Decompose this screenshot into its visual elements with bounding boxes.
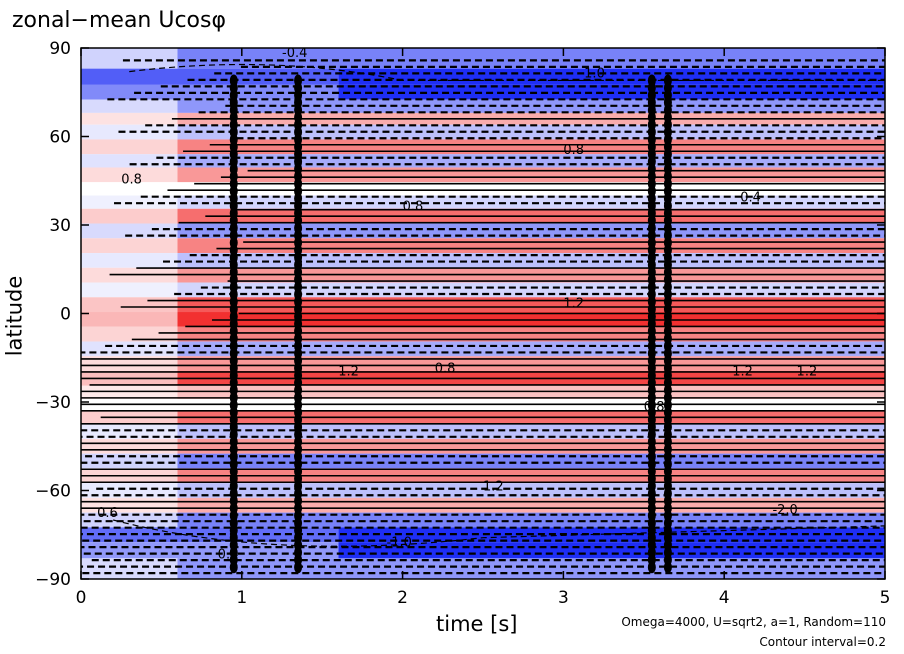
latitude-band-early [81,167,178,183]
latitude-band [177,182,885,196]
latitude-band-early [81,208,178,224]
axes: 0 1 2 3 4 5 90 60 30 0 −30 −60 −90 [35,39,890,608]
latitude-band-early [81,282,178,298]
latitude-band-early [81,356,178,372]
x-tick-label: 0 [76,588,87,608]
latitude-band [177,385,885,400]
latitude-band-early [81,297,178,313]
x-tick-label: 5 [880,588,891,608]
contour-label: -0.4 [282,46,307,61]
contour-labels: -0.4 -1.0 0.8 0.8 0.8 0.4 1.2 1.2 1.2 1.2 0.8 0.8 1.… [97,46,818,562]
y-axis-label: latitude [2,275,27,357]
latitude-band-early [81,99,178,113]
x-tick-label: 1 [236,588,247,608]
latitude-band [177,438,885,454]
latitude-band-early [81,124,178,140]
latitude-band [177,512,885,528]
latitude-band [177,223,885,239]
latitude-band-early [81,84,339,100]
latitude-band-early [81,182,178,196]
latitude-band-early [81,341,178,357]
params-text: Omega=4000, U=sqrt2, a=1, Random=110 [621,615,886,629]
latitude-band-early [81,497,178,513]
contour-label: 1.2 [563,297,584,312]
y-tick-label: 60 [49,128,71,148]
contour-label: -1.0 [579,67,604,82]
latitude-band [338,68,885,85]
contour-label: 0.8 [403,199,424,214]
contour-lines [81,59,885,575]
x-tick-label: 3 [558,588,569,608]
latitude-band-early [81,424,178,439]
contour-label: 0.8 [644,400,665,415]
latitude-band [177,297,885,313]
contour-label: 0.6 [97,506,118,521]
contour-label: 0.4 [218,547,239,562]
contour-label: 1.2 [732,364,753,379]
latitude-band-early [81,112,178,125]
x-axis-label: time [s] [436,612,518,636]
contour-label: -2.0 [772,503,797,518]
latitude-band-early [81,512,178,528]
y-tick-label: 90 [49,39,71,59]
x-tick-label: 4 [719,588,730,608]
contour-cluster [294,74,303,87]
latitude-band [177,424,885,439]
latitude-band-early [81,385,178,400]
contour-label: 0.4 [740,190,761,205]
contour-label: 0.8 [121,173,142,188]
latitude-band-early [81,48,178,69]
latitude-band-early [81,238,178,254]
latitude-band-early [81,312,178,327]
y-tick-label: −90 [35,570,71,590]
contour-label: 0.8 [563,143,584,158]
latitude-band [177,341,885,357]
contour-line [129,63,885,82]
contour-label: 1.2 [338,364,359,379]
latitude-band-early [81,326,178,342]
latitude-band [177,356,885,372]
latitude-band [177,154,885,168]
latitude-band [177,195,885,209]
contour-cluster [229,74,238,87]
latitude-band [177,167,885,183]
y-tick-label: −30 [35,393,71,413]
latitude-band [177,558,885,579]
latitude-band-early [81,154,178,168]
latitude-band [177,99,885,113]
latitude-band-early [81,253,178,268]
latitude-band-early [81,438,178,454]
contour-label: -1.0 [387,536,412,551]
latitude-band [177,253,885,268]
contour-line [113,519,885,547]
y-tick-label: −60 [35,482,71,502]
contour-label: 0.8 [435,362,456,377]
latitude-band [177,48,885,69]
y-tick-label: 0 [60,305,71,325]
latitude-band-early [81,139,178,155]
y-tick-label: 30 [49,216,71,236]
latitude-band [177,238,885,254]
contour-label: 1.2 [797,364,818,379]
x-tick-label: 2 [397,588,408,608]
chart-title: zonal−mean Ucosφ [12,8,226,33]
contour-interval-text: Contour interval=0.2 [759,635,886,649]
run-parameters: Omega=4000, U=sqrt2, a=1, Random=110 Con… [621,612,886,652]
latitude-band [177,326,885,342]
latitude-band-early [81,558,178,579]
contour-label: 1.2 [483,480,504,495]
latitude-band [338,542,885,559]
